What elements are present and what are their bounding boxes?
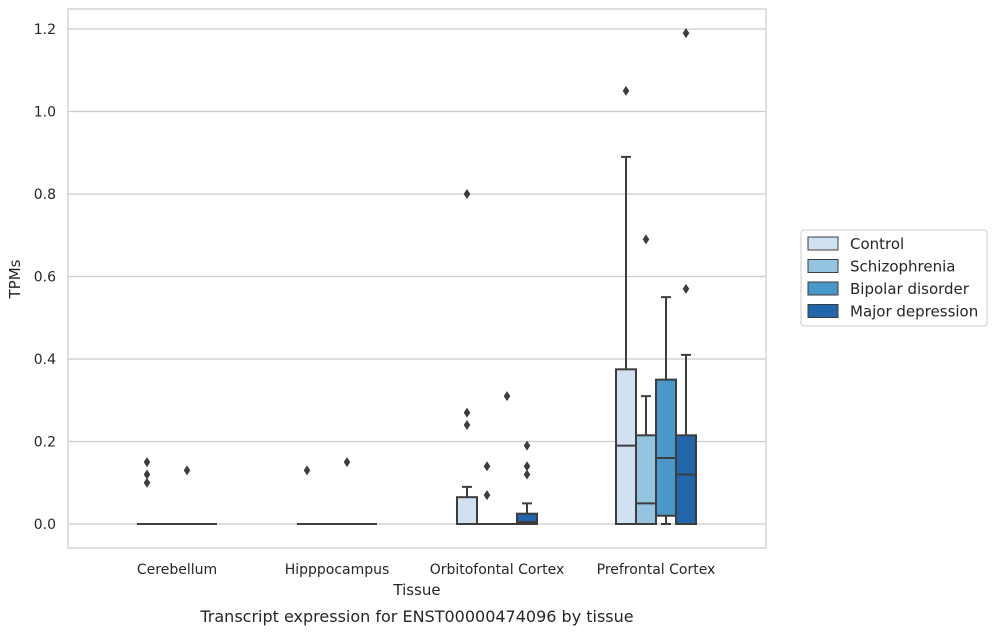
box <box>615 368 637 525</box>
legend-swatch <box>807 259 839 273</box>
legend-swatch <box>807 236 839 251</box>
y-tick-label: 1.2 <box>34 22 56 38</box>
outlier-point <box>642 234 650 245</box>
x-tick-label: Hipppocampus <box>285 562 390 578</box>
legend-swatch <box>807 304 839 318</box>
x-tick-label: Cerebellum <box>137 562 217 578</box>
legend-swatch <box>807 281 839 296</box>
y-tick-label: 0.8 <box>34 187 56 203</box>
outlier-point <box>682 28 690 39</box>
y-tick-label: 1.0 <box>34 105 56 121</box>
outlier-point <box>503 391 511 402</box>
boxes-layer <box>137 155 697 525</box>
outlier-point <box>483 490 491 501</box>
outlier-point <box>143 457 151 468</box>
outlier-point <box>343 457 351 468</box>
outlier-point <box>143 477 151 488</box>
x-tick-label: Prefrontal Cortex <box>597 562 716 578</box>
legend-label: Major depression <box>850 303 978 321</box>
outlier-point <box>463 420 471 430</box>
box <box>635 434 657 525</box>
x-tick-label: Orbitofontal Cortex <box>430 562 565 578</box>
x-axis-label: Tissue <box>392 581 440 599</box>
y-tick-labels: 0.0 0.2 0.4 0.6 0.8 1.0 1.2 <box>34 22 56 533</box>
x-tick-labels: Cerebellum Hipppocampus Orbitofontal Corte… <box>137 562 715 578</box>
outlier-point <box>303 465 311 476</box>
box <box>655 378 677 517</box>
box <box>675 434 697 525</box>
legend-label: Control <box>850 235 904 253</box>
legend-label: Schizophrenia <box>850 258 955 276</box>
plot-frame <box>67 8 767 549</box>
outlier-point <box>523 469 531 480</box>
outlier-point <box>483 461 491 472</box>
outlier-point <box>523 461 531 472</box>
outlier-point <box>682 283 690 294</box>
legend: Control Schizophrenia Bipolar disorder Majo… <box>800 229 988 327</box>
box <box>516 512 538 525</box>
legend-label: Bipolar disorder <box>850 280 970 298</box>
outlier-point <box>183 465 191 476</box>
outlier-point <box>143 469 151 480</box>
y-axis-label: TPMs <box>6 259 24 299</box>
y-tick-label: 0.4 <box>34 352 56 368</box>
outlier-point <box>622 85 630 96</box>
box <box>456 496 478 525</box>
outliers-layer <box>143 28 690 501</box>
outlier-point <box>463 407 471 418</box>
y-tick-label: 0.2 <box>34 435 56 451</box>
legend-frame <box>800 229 988 327</box>
outlier-point <box>523 440 531 451</box>
outlier-point <box>463 189 471 199</box>
y-tick-label: 0.0 <box>34 517 56 533</box>
chart-caption: Transcript expression for ENST0000047409… <box>199 607 633 626</box>
y-tick-label: 0.6 <box>34 270 56 286</box>
